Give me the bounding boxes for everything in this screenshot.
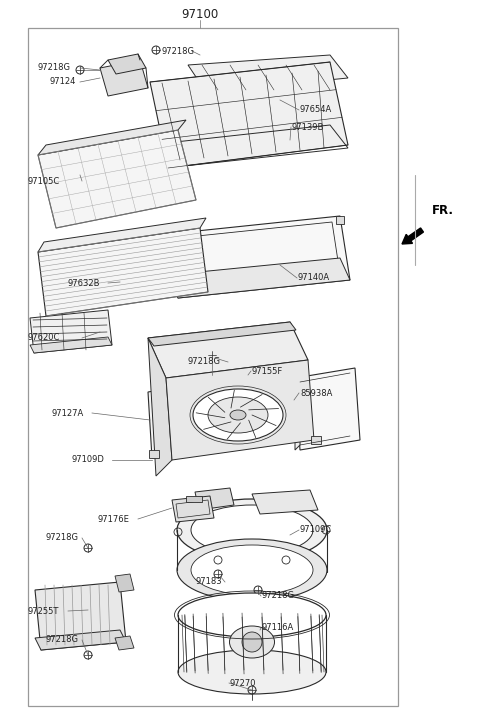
Polygon shape [202,362,258,401]
Ellipse shape [193,389,283,441]
Ellipse shape [191,505,313,555]
Polygon shape [150,62,348,168]
Ellipse shape [178,593,326,637]
Polygon shape [295,368,360,450]
Bar [336,216,344,224]
Polygon shape [115,636,134,650]
Polygon shape [148,322,296,346]
Text: 97109C: 97109C [300,526,332,534]
Polygon shape [38,218,206,252]
Polygon shape [148,386,188,458]
Polygon shape [195,488,234,510]
Polygon shape [148,338,172,476]
Text: 97109D: 97109D [72,456,105,464]
Polygon shape [30,337,112,353]
Bar [28,28,398,706]
Polygon shape [172,496,214,522]
Polygon shape [188,55,348,92]
Text: 97218G: 97218G [45,635,78,645]
Text: 97218G: 97218G [162,46,195,56]
Text: 85938A: 85938A [300,388,332,398]
Polygon shape [148,322,308,378]
Text: 97620C: 97620C [28,334,60,342]
Polygon shape [202,362,256,376]
Bar [218,360,230,368]
Text: 97218G: 97218G [188,357,221,367]
FancyArrow shape [402,228,423,244]
Polygon shape [35,630,126,650]
Text: 97218G: 97218G [262,591,295,601]
Text: 97116A: 97116A [262,624,294,632]
Text: 97218G: 97218G [45,534,78,542]
Text: 97218G: 97218G [38,64,71,72]
Ellipse shape [191,545,313,595]
Text: 97155F: 97155F [252,367,283,375]
Polygon shape [38,120,186,155]
Ellipse shape [178,650,326,694]
Polygon shape [100,60,148,96]
Text: FR.: FR. [432,204,454,217]
Text: 97124: 97124 [50,77,76,87]
Bar [186,496,202,502]
Text: 97632B: 97632B [68,279,100,287]
Text: 97139B: 97139B [292,123,324,131]
Polygon shape [166,360,314,460]
Bar [311,436,321,444]
Polygon shape [115,574,134,592]
Polygon shape [35,582,126,650]
Polygon shape [108,54,146,74]
Polygon shape [168,216,350,298]
Bar [168,234,176,242]
Polygon shape [252,490,318,514]
Polygon shape [38,130,196,228]
Text: 97127A: 97127A [52,409,84,417]
Ellipse shape [177,539,327,601]
Ellipse shape [177,499,327,561]
Ellipse shape [229,626,275,658]
Text: 97140A: 97140A [298,274,330,282]
Polygon shape [38,228,208,316]
Bar [149,450,159,458]
Polygon shape [168,258,350,298]
Ellipse shape [230,410,246,420]
Ellipse shape [208,397,268,433]
Text: 97654A: 97654A [300,105,332,115]
Polygon shape [295,378,300,450]
Text: 97183: 97183 [195,578,222,586]
Text: 97270: 97270 [230,679,256,687]
Circle shape [242,632,262,652]
Text: 97255T: 97255T [28,606,60,615]
Text: 97105C: 97105C [28,176,60,186]
Text: 97176E: 97176E [98,515,130,523]
Polygon shape [30,310,112,353]
Text: 97100: 97100 [181,7,218,20]
